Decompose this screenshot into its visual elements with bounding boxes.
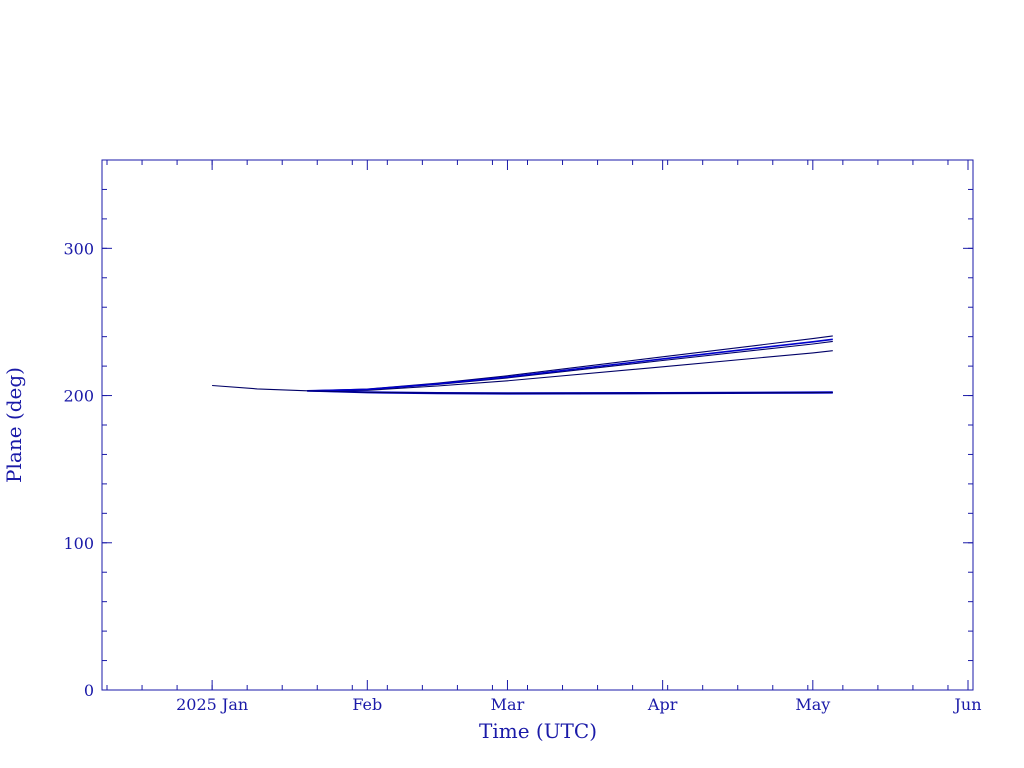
series-line-4 — [307, 338, 833, 392]
x-tick-label: Apr — [647, 695, 678, 714]
series-layer — [212, 335, 833, 395]
x-tick-label: 2025 Jan — [176, 695, 248, 714]
y-tick-label: 100 — [63, 534, 94, 553]
x-axis-title: Time (UTC) — [479, 719, 597, 743]
axis-ticks — [102, 160, 973, 691]
y-tick-label: 200 — [63, 387, 94, 406]
x-tick-label: Mar — [491, 695, 525, 714]
y-axis-title: Plane (deg) — [2, 367, 26, 483]
axis-tick-labels: 2025 Jan Feb Mar Apr May Jun 0 100 200 300 — [63, 239, 981, 714]
series-line-7 — [307, 390, 833, 394]
series-line-1 — [212, 350, 833, 392]
plot-frame — [101, 159, 974, 691]
x-tick-label: Feb — [352, 695, 382, 714]
y-tick-label: 0 — [84, 681, 94, 700]
series-line-2 — [307, 335, 833, 392]
y-tick-label: 300 — [63, 239, 94, 258]
x-tick-label: May — [795, 695, 830, 714]
x-tick-label: Jun — [952, 695, 981, 714]
